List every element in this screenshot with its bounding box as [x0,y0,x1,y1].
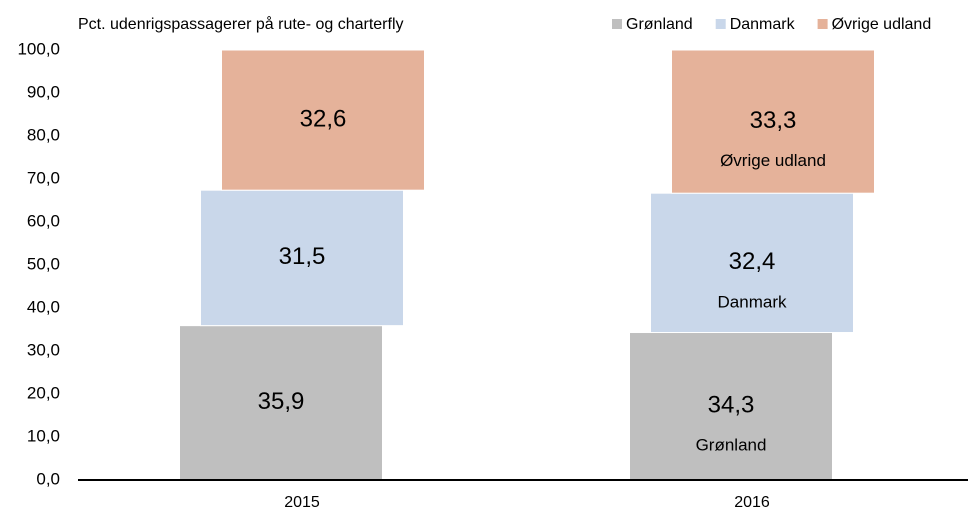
value-label: 33,3 [750,107,797,134]
y-tick-label: 30,0 [27,340,60,359]
bar-segment [221,49,425,191]
value-label: 31,5 [279,243,326,270]
value-label: 34,3 [708,392,755,419]
bar-segment [629,332,833,481]
x-tick-label: 2015 [284,494,320,511]
y-tick-label: 100,0 [17,39,60,58]
value-label: 32,4 [729,248,776,275]
value-label: 35,9 [258,388,305,415]
value-label: 32,6 [300,105,347,132]
legend-label: Grønland [626,16,693,33]
bar-segment [200,189,404,327]
annotation: Øvrige udland [720,151,826,170]
y-tick-label: 70,0 [27,168,60,187]
bar-segment [650,192,854,334]
y-tick-label: 10,0 [27,426,60,445]
y-tick-label: 50,0 [27,254,60,273]
annotation: Danmark [718,292,787,311]
legend-label: Danmark [730,16,796,33]
y-tick-label: 40,0 [27,297,60,316]
x-tick-label: 2016 [734,494,770,511]
y-tick-label: 60,0 [27,211,60,230]
y-tick-label: 80,0 [27,125,60,144]
y-tick-label: 90,0 [27,82,60,101]
y-axis-label: Pct. udenrigspassagerer på rute- og char… [78,15,404,33]
legend-swatch [612,19,622,29]
legend-swatch [715,19,726,29]
annotation: Grønland [696,436,767,455]
legend-swatch [817,19,828,29]
y-tick-label: 20,0 [27,383,60,402]
bar-segment [179,325,383,481]
y-tick-label: 0,0 [36,469,60,488]
bar-segment [671,49,875,194]
legend-label: Øvrige udland [832,16,932,33]
